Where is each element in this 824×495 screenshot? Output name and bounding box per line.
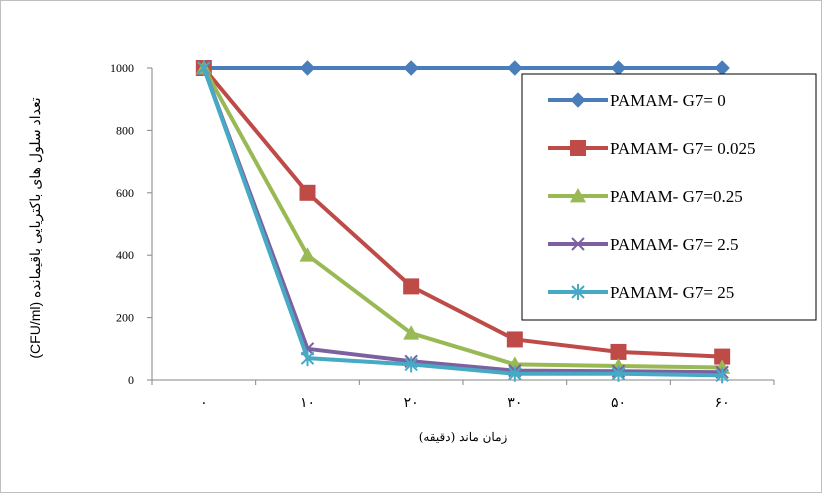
legend-label: PAMAM- G7= 25 (610, 283, 734, 302)
y-tick-label: 400 (116, 248, 134, 262)
data-point-diamond (299, 60, 316, 76)
data-point-triangle (403, 325, 420, 340)
legend-item: PAMAM- G7= 25 (548, 283, 734, 302)
x-tick-label: ۵۰ (611, 396, 626, 411)
data-point-square (506, 331, 523, 348)
x-tick-label: ۶۰ (715, 396, 730, 411)
series-1 (195, 60, 731, 365)
legend: PAMAM- G7= 0 PAMAM- G7= 0.025 PAMAM- G7=0.… (521, 73, 817, 321)
x-tick-label: ۲۰ (404, 396, 419, 411)
legend-label: PAMAM- G7= 0.025 (610, 139, 755, 158)
legend-item: PAMAM- G7=0.25 (548, 187, 743, 206)
series-0 (196, 60, 730, 76)
legend-label: PAMAM- G7= 0 (610, 91, 726, 110)
y-tick-label: 800 (116, 123, 134, 137)
y-tick-label: 1000 (110, 61, 134, 75)
data-point-star (508, 365, 522, 382)
legend-item: PAMAM- G7= 2.5 (548, 235, 738, 254)
data-point-square (714, 348, 731, 365)
data-point-square (610, 343, 627, 360)
data-point-square (299, 184, 316, 201)
data-point-diamond (714, 60, 730, 76)
x-tick-label: ۰ (200, 396, 208, 411)
legend-item: PAMAM- G7= 0.025 (548, 139, 755, 158)
x-axis-ticks: ۰ ۱۰ ۲۰ ۳۰ ۵۰ ۶۰ (151, 380, 775, 411)
y-tick-label: 600 (116, 186, 134, 200)
series-layer (195, 60, 731, 384)
y-axis-title: تعداد سلول های باکتریایی باقیمانده (CFU/… (27, 97, 44, 358)
data-point-triangle (299, 247, 316, 262)
legend-items: PAMAM- G7= 0 PAMAM- G7= 0.025 PAMAM- G7=0.… (548, 91, 755, 302)
x-axis-title: زمان ماند (دقیقه) (419, 430, 508, 444)
legend-item: PAMAM- G7= 0 (548, 91, 726, 110)
data-point-diamond (610, 60, 627, 76)
data-point-star (571, 284, 585, 300)
data-point-square (403, 278, 420, 295)
series-line (202, 67, 723, 370)
data-point-diamond (570, 92, 586, 108)
x-tick-label: ۳۰ (507, 396, 522, 411)
y-axis-ticks: 0 200 400 600 800 1000 (110, 61, 152, 387)
data-point-star (300, 350, 315, 367)
data-point-triangle (570, 188, 586, 203)
series-4 (197, 60, 729, 384)
y-tick-label: 0 (128, 373, 134, 387)
series-line (201, 67, 723, 378)
data-point-diamond (507, 60, 523, 76)
data-point-diamond (403, 60, 419, 76)
data-point-star (715, 367, 729, 384)
legend-label: PAMAM- G7= 2.5 (610, 235, 738, 254)
data-point-star (611, 365, 626, 382)
data-point-star (197, 60, 211, 76)
series-line (202, 66, 723, 359)
series-line (201, 67, 723, 375)
x-tick-label: ۱۰ (300, 396, 315, 411)
legend-label: PAMAM- G7=0.25 (610, 187, 743, 206)
data-point-x (571, 237, 585, 251)
y-tick-label: 200 (116, 311, 134, 325)
data-point-star (404, 356, 418, 373)
data-point-square (570, 140, 586, 156)
